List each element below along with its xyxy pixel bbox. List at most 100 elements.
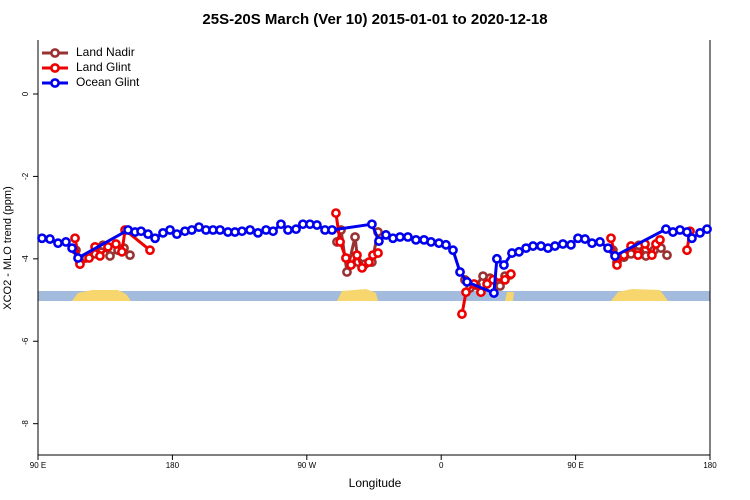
point [312, 220, 322, 230]
point [528, 241, 538, 251]
y-tick-label: -2 [21, 172, 30, 180]
x-axis-label: Longitude [349, 476, 402, 490]
point [455, 267, 465, 277]
point [237, 226, 247, 237]
point [276, 219, 286, 230]
point [603, 243, 613, 254]
point [402, 232, 413, 242]
point [647, 250, 657, 261]
point [283, 225, 293, 235]
legend-marker [50, 63, 60, 73]
point [335, 237, 346, 247]
point [702, 224, 712, 235]
legend-marker [50, 48, 60, 58]
point [695, 227, 705, 238]
point [61, 237, 71, 247]
x-tick-label: 90 W [297, 461, 316, 470]
legend-label: Land Nadir [76, 45, 135, 59]
point [346, 260, 356, 270]
point [165, 225, 175, 235]
point [367, 219, 377, 230]
point [633, 250, 643, 261]
point [495, 281, 505, 291]
point [489, 288, 499, 298]
land-shape [337, 289, 378, 301]
point [70, 233, 80, 244]
point [253, 227, 263, 238]
point [426, 237, 436, 247]
point [357, 262, 367, 273]
land-shape [611, 289, 668, 301]
y-tick-label: 0 [21, 91, 30, 96]
point [215, 225, 225, 235]
point [595, 237, 605, 247]
point [457, 309, 467, 319]
point [411, 234, 421, 245]
land-shape [505, 292, 514, 301]
point [352, 250, 362, 261]
point [171, 229, 182, 240]
point [462, 277, 472, 287]
land-shape [72, 290, 131, 301]
point [143, 229, 153, 240]
point [662, 250, 672, 261]
point [514, 246, 524, 257]
point [45, 234, 55, 244]
point [550, 241, 560, 251]
series [70, 208, 695, 319]
point [610, 251, 620, 261]
point [73, 253, 83, 263]
legend-label: Land Glint [76, 60, 131, 74]
point [150, 233, 160, 244]
point [111, 239, 121, 249]
point [84, 253, 94, 263]
x-tick-label: 90 E [567, 461, 583, 470]
point [95, 251, 105, 261]
point [682, 245, 692, 256]
point [395, 232, 405, 242]
x-tick-label: 90 E [30, 461, 46, 470]
point [291, 224, 301, 235]
point [682, 227, 692, 237]
legend-label: Ocean Glint [76, 75, 140, 89]
point [492, 253, 502, 264]
point [342, 267, 352, 277]
series [37, 219, 712, 298]
point [612, 260, 622, 270]
point [558, 239, 568, 249]
chart-title: 25S-20S March (Ver 10) 2015-01-01 to 202… [202, 11, 547, 28]
point [331, 208, 341, 218]
point [461, 287, 471, 298]
point [67, 243, 77, 254]
point [499, 260, 509, 270]
legend-marker [50, 78, 60, 88]
point [655, 234, 665, 245]
point [448, 245, 458, 256]
point [268, 226, 278, 237]
point [327, 225, 337, 235]
y-tick-label: -6 [21, 337, 30, 345]
y-tick-label: -8 [21, 420, 30, 428]
point [105, 251, 115, 261]
point [117, 246, 127, 257]
point [587, 238, 597, 249]
point [580, 234, 590, 244]
point [373, 248, 383, 258]
point [341, 253, 351, 263]
y-axis-label: XCO2 - MLO trend (ppm) [2, 186, 14, 309]
point [566, 239, 576, 250]
point [374, 236, 384, 247]
point [606, 233, 616, 244]
x-tick-label: 180 [703, 461, 717, 470]
point [506, 269, 516, 279]
point [364, 257, 374, 268]
point [125, 250, 135, 261]
point [53, 238, 63, 249]
point [350, 232, 360, 242]
point [245, 225, 255, 235]
point [687, 233, 697, 244]
point [441, 239, 451, 250]
x-tick-label: 0 [439, 461, 444, 470]
land-mask-band [38, 289, 710, 301]
